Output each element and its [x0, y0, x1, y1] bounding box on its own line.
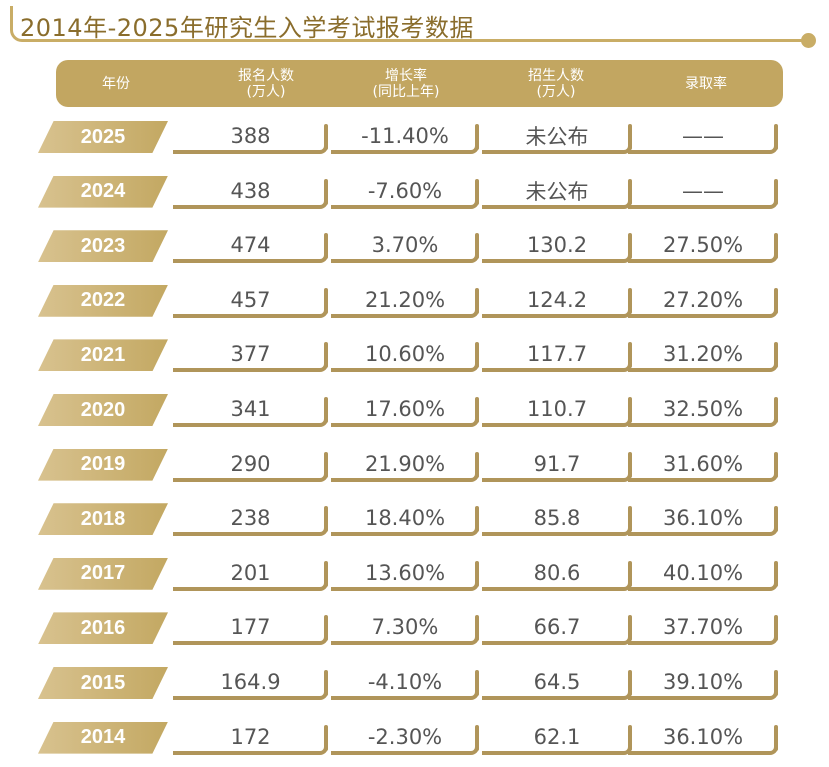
table-row: 2016 177 7.30% 66.7 37.70% — [0, 609, 829, 649]
enrolled-cell: 66.7 — [482, 609, 632, 646]
header-growth: 增长率 (同比上年) — [341, 60, 471, 107]
applicants-cell: 172 — [173, 719, 328, 755]
year-badge: 2022 — [38, 284, 168, 317]
year-badge: 2024 — [38, 175, 168, 208]
growth-cell: -4.10% — [331, 664, 479, 700]
rate-cell: 27.50% — [628, 227, 778, 264]
page-title: 2014年-2025年研究生入学考试报考数据 — [20, 14, 474, 42]
table-row: 2023 474 3.70% 130.2 27.50% — [0, 227, 829, 267]
rate-cell: —— — [628, 118, 778, 154]
header-applicants: 报名人数 (万人) — [206, 60, 326, 107]
table-row: 2014 172 -2.30% 62.1 36.10% — [0, 719, 829, 759]
header-rate: 录取率 — [646, 60, 766, 107]
enrolled-cell: 64.5 — [482, 664, 632, 700]
rate-cell: 27.20% — [628, 282, 778, 318]
year-badge: 2018 — [38, 503, 168, 536]
enrolled-cell: 80.6 — [482, 555, 632, 591]
enrolled-cell: 62.1 — [482, 719, 632, 755]
table-row: 2024 438 -7.60% 未公布 —— — [0, 173, 829, 213]
applicants-cell: 164.9 — [173, 664, 328, 700]
growth-cell: 17.60% — [331, 391, 479, 427]
applicants-cell: 377 — [173, 336, 328, 373]
rate-cell: 36.10% — [628, 500, 778, 537]
growth-cell: 21.20% — [331, 282, 479, 318]
growth-cell: 3.70% — [331, 227, 479, 264]
table-row: 2019 290 21.90% 91.7 31.60% — [0, 446, 829, 486]
year-badge: 2017 — [38, 557, 168, 590]
rate-cell: 31.20% — [628, 336, 778, 373]
applicants-cell: 474 — [173, 227, 328, 264]
table-row: 2018 238 18.40% 85.8 36.10% — [0, 500, 829, 540]
growth-cell: -2.30% — [331, 719, 479, 755]
table-row: 2021 377 10.60% 117.7 31.20% — [0, 336, 829, 376]
header-applicants-unit: (万人) — [246, 83, 286, 100]
table-row: 2015 164.9 -4.10% 64.5 39.10% — [0, 664, 829, 704]
header-applicants-label: 报名人数 — [238, 67, 294, 84]
table-row: 2025 388 -11.40% 未公布 —— — [0, 118, 829, 158]
year-badge: 2019 — [38, 448, 168, 481]
header-enrolled-unit: (万人) — [536, 83, 576, 100]
year-badge: 2025 — [38, 121, 168, 153]
header-growth-unit: (同比上年) — [372, 83, 440, 100]
enrolled-cell: 未公布 — [482, 118, 632, 154]
growth-cell: 21.90% — [331, 446, 479, 482]
enrolled-cell: 110.7 — [482, 391, 632, 427]
applicants-cell: 438 — [173, 173, 328, 209]
rate-cell: 32.50% — [628, 391, 778, 427]
enrolled-cell: 85.8 — [482, 500, 632, 537]
title-dot — [801, 33, 816, 48]
title-bracket — [10, 6, 24, 42]
enrolled-cell: 91.7 — [482, 446, 632, 482]
table-row: 2020 341 17.60% 110.7 32.50% — [0, 391, 829, 431]
rate-cell: 36.10% — [628, 719, 778, 755]
header-rate-label: 录取率 — [685, 75, 727, 92]
year-badge: 2015 — [38, 667, 168, 699]
rate-cell: —— — [628, 173, 778, 209]
applicants-cell: 177 — [173, 609, 328, 646]
title-underline — [24, 39, 810, 42]
enrolled-cell: 117.7 — [482, 336, 632, 373]
applicants-cell: 341 — [173, 391, 328, 427]
year-badge: 2014 — [38, 721, 168, 754]
header-year-label: 年份 — [102, 75, 130, 92]
header-year: 年份 — [56, 60, 176, 107]
growth-cell: 10.60% — [331, 336, 479, 373]
rate-cell: 37.70% — [628, 609, 778, 646]
table-header: 年份 报名人数 (万人) 增长率 (同比上年) 招生人数 (万人) 录取率 — [56, 60, 783, 107]
growth-cell: -7.60% — [331, 173, 479, 209]
year-badge: 2021 — [38, 339, 168, 372]
year-badge: 2020 — [38, 394, 168, 426]
applicants-cell: 388 — [173, 118, 328, 154]
growth-cell: -11.40% — [331, 118, 479, 154]
table-row: 2022 457 21.20% 124.2 27.20% — [0, 282, 829, 322]
year-badge: 2023 — [38, 230, 168, 263]
rate-cell: 40.10% — [628, 555, 778, 591]
enrolled-cell: 130.2 — [482, 227, 632, 264]
enrolled-cell: 124.2 — [482, 282, 632, 318]
rate-cell: 31.60% — [628, 446, 778, 482]
enrolled-cell: 未公布 — [482, 173, 632, 209]
year-badge: 2016 — [38, 612, 168, 645]
header-growth-label: 增长率 — [385, 67, 427, 84]
header-enrolled: 招生人数 (万人) — [496, 60, 616, 107]
applicants-cell: 290 — [173, 446, 328, 482]
growth-cell: 7.30% — [331, 609, 479, 646]
applicants-cell: 201 — [173, 555, 328, 591]
growth-cell: 13.60% — [331, 555, 479, 591]
header-enrolled-label: 招生人数 — [528, 67, 584, 84]
growth-cell: 18.40% — [331, 500, 479, 537]
applicants-cell: 238 — [173, 500, 328, 537]
applicants-cell: 457 — [173, 282, 328, 318]
rate-cell: 39.10% — [628, 664, 778, 700]
table-row: 2017 201 13.60% 80.6 40.10% — [0, 555, 829, 595]
